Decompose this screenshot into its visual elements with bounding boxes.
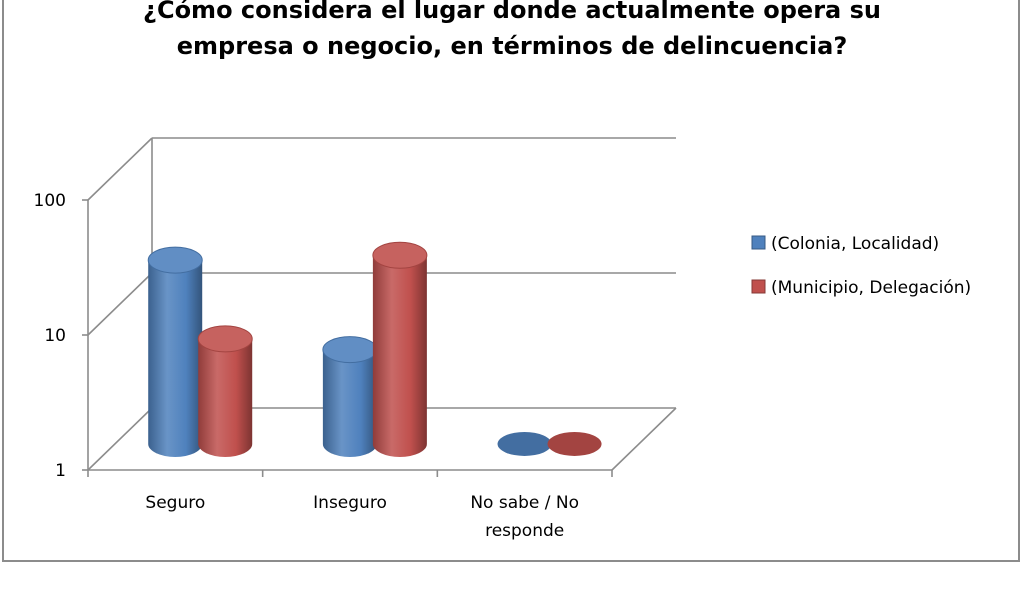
legend: (Colonia, Localidad) (Municipio, Delegaci…: [751, 234, 971, 298]
chart-title: ¿Cómo considera el lugar donde actualmen…: [0, 0, 1024, 64]
floor-right-edge: [611, 407, 677, 471]
legend-entry-2: (Municipio, Delegación): [751, 278, 971, 298]
y-tick-label: 100: [34, 191, 66, 211]
legend-label: (Colonia, Localidad): [771, 234, 939, 254]
legend-swatch: [751, 279, 766, 294]
gridline-side-10: [87, 272, 153, 336]
gridline-side-1: [87, 407, 153, 471]
label-layer: Seguro Inseguro No sabe / No responde: [145, 493, 579, 541]
chart-title-line-1: ¿Cómo considera el lugar donde actualmen…: [143, 0, 881, 24]
x-tick-label: Inseguro: [313, 493, 387, 513]
bar-municipio-2: [372, 241, 428, 457]
bar-layer: [147, 241, 602, 457]
x-tick-label: responde: [485, 521, 564, 541]
gridline-side-100: [87, 137, 153, 201]
bar-municipio-3: [547, 431, 602, 456]
x-tick-label: Seguro: [145, 493, 205, 513]
y-tick-label: 1: [55, 461, 66, 481]
axis-layer: 1 10 100: [34, 191, 613, 481]
bar-colonia-2: [322, 336, 378, 457]
legend-swatch: [751, 235, 766, 250]
legend-label: (Municipio, Delegación): [771, 278, 971, 298]
chart-title-line-2: empresa o negocio, en términos de delinc…: [176, 32, 848, 60]
bar-colonia-1: [147, 246, 203, 457]
x-tick-label: No sabe / No: [470, 493, 579, 513]
y-tick-label: 10: [44, 326, 66, 346]
legend-entry-1: (Colonia, Localidad): [751, 234, 939, 254]
bar-colonia-3: [497, 431, 552, 456]
bar-municipio-1: [197, 325, 253, 457]
